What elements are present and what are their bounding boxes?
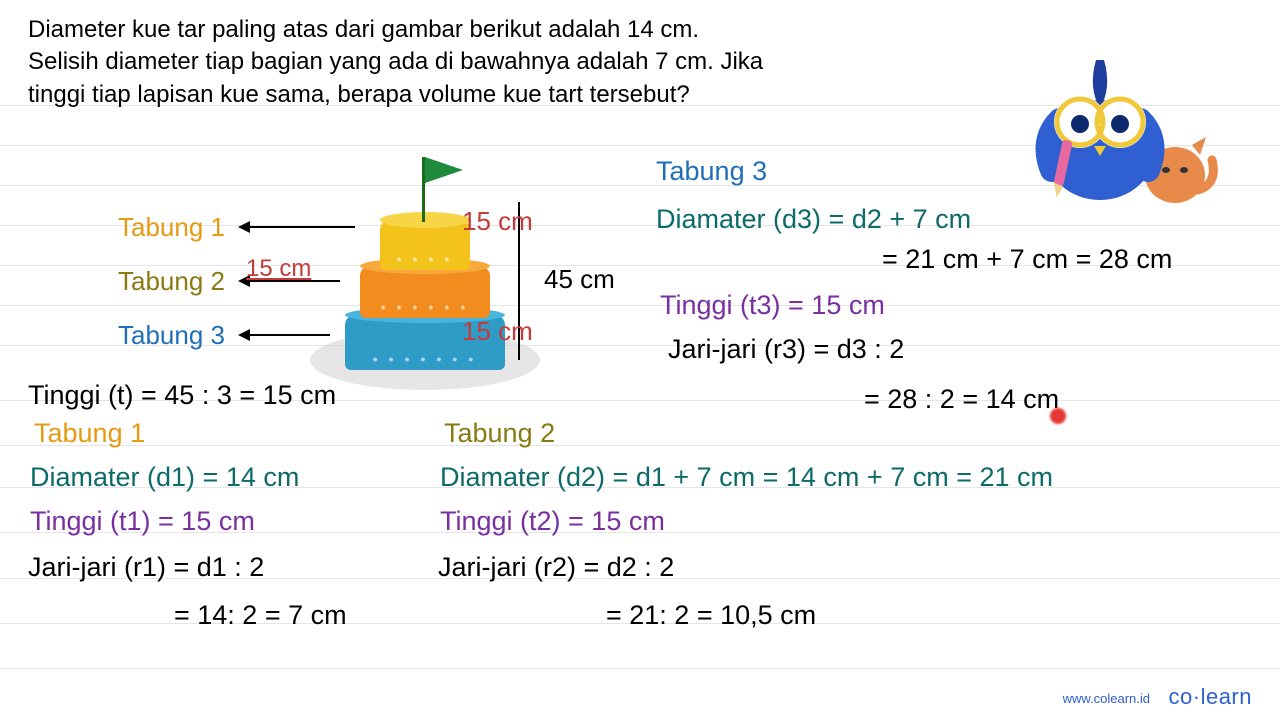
t3-tinggi: Tinggi (t3) = 15 cm — [660, 290, 885, 321]
t2-jari-2: = 21: 2 = 10,5 cm — [606, 600, 816, 631]
t2-jari-1: Jari-jari (r2) = d2 : 2 — [438, 552, 674, 583]
t1-title: Tabung 1 — [34, 418, 145, 449]
t2-diameter: Diamater (d2) = d1 + 7 cm = 14 cm + 7 cm… — [440, 462, 1053, 493]
tier3-height: 15 cm — [462, 316, 533, 347]
total-height: 45 cm — [544, 264, 615, 295]
mascot-owl-cat — [1000, 20, 1220, 210]
t3-diameter-2: = 21 cm + 7 cm = 28 cm — [882, 244, 1172, 275]
tier2-15cm: 15 cm — [246, 255, 311, 283]
t1-tinggi: Tinggi (t1) = 15 cm — [30, 506, 255, 537]
t2-tinggi: Tinggi (t2) = 15 cm — [440, 506, 665, 537]
t1-diameter: Diamater (d1) = 14 cm — [30, 462, 299, 493]
t3-diameter-1: Diamater (d3) = d2 + 7 cm — [656, 204, 971, 235]
tier1-height: 15 cm — [462, 206, 533, 237]
t3-jari-1: Jari-jari (r3) = d3 : 2 — [668, 334, 904, 365]
footer-logo: co·learn — [1169, 684, 1252, 710]
question-text: Diameter kue tar paling atas dari gambar… — [28, 14, 768, 111]
t1-jari-2: = 14: 2 = 7 cm — [174, 600, 347, 631]
tinggi-total: Tinggi (t) = 45 : 3 = 15 cm — [28, 380, 336, 411]
t3-title: Tabung 3 — [656, 156, 767, 187]
tier1-label: Tabung 1 — [118, 212, 225, 243]
tier2-label: Tabung 2 — [118, 266, 225, 297]
tier3-label: Tabung 3 — [118, 320, 225, 351]
pointer-dot — [1050, 408, 1066, 424]
cake-illustration: ● ● ● ● ● ● ● ● ● ● ● ● ● ● ● ● ● — [300, 130, 540, 390]
footer-link: www.colearn.id — [1063, 691, 1150, 706]
t3-jari-2: = 28 : 2 = 14 cm — [864, 384, 1059, 415]
t1-jari-1: Jari-jari (r1) = d1 : 2 — [28, 552, 264, 583]
t2-title: Tabung 2 — [444, 418, 555, 449]
